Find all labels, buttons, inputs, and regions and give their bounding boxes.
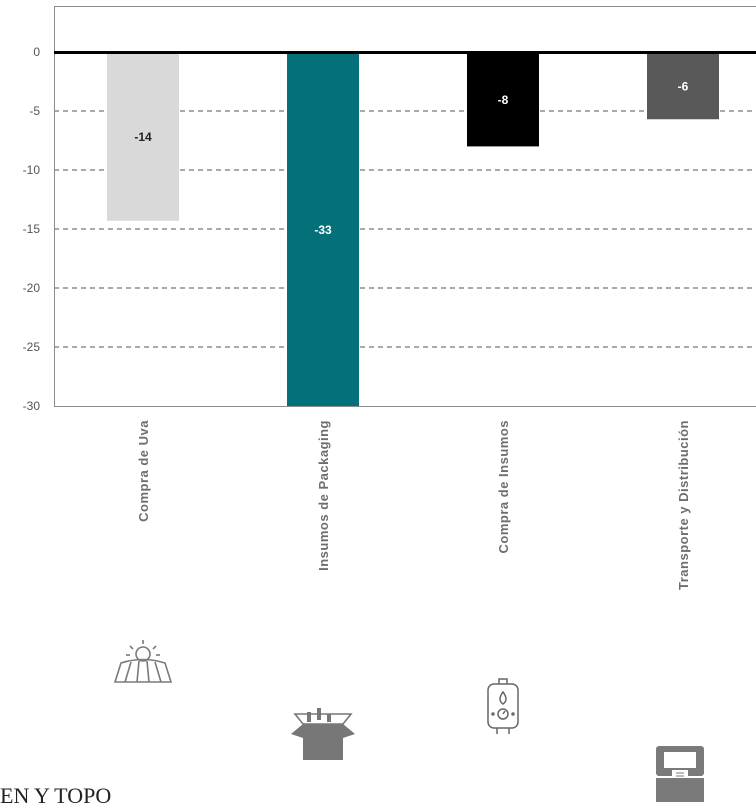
data-label: -33 — [314, 223, 332, 237]
vineyard-sun-icon — [115, 640, 171, 682]
y-tick-label: -10 — [23, 163, 41, 177]
category-label: Compra de Uva — [136, 420, 151, 522]
y-tick-label: -20 — [23, 281, 41, 295]
y-tick-label: -25 — [23, 340, 41, 354]
data-label: -8 — [498, 93, 509, 107]
y-tick-label: 0 — [33, 45, 40, 59]
y-axis-tick-labels: 0 -5 -10 -15 -20 -25 -30 — [23, 45, 41, 413]
water-heater-icon — [488, 679, 518, 734]
y-tick-label: -30 — [23, 399, 41, 413]
data-label: -14 — [134, 130, 152, 144]
category-label: Insumos de Packaging — [316, 420, 331, 571]
bars: -14 -33 -8 -6 — [107, 54, 719, 407]
y-tick-label: -5 — [29, 104, 40, 118]
truck-icon — [656, 746, 704, 802]
category-label: Transporte y Distribución — [676, 420, 691, 590]
packaging-box-bottles-icon — [291, 708, 355, 760]
category-labels: Compra de Uva Insumos de Packaging Compra … — [136, 420, 691, 590]
y-tick-label: -15 — [23, 222, 41, 236]
category-label: Compra de Insumos — [496, 420, 511, 553]
caption-text: EN Y TOPO — [0, 785, 111, 807]
data-label: -6 — [678, 79, 689, 93]
